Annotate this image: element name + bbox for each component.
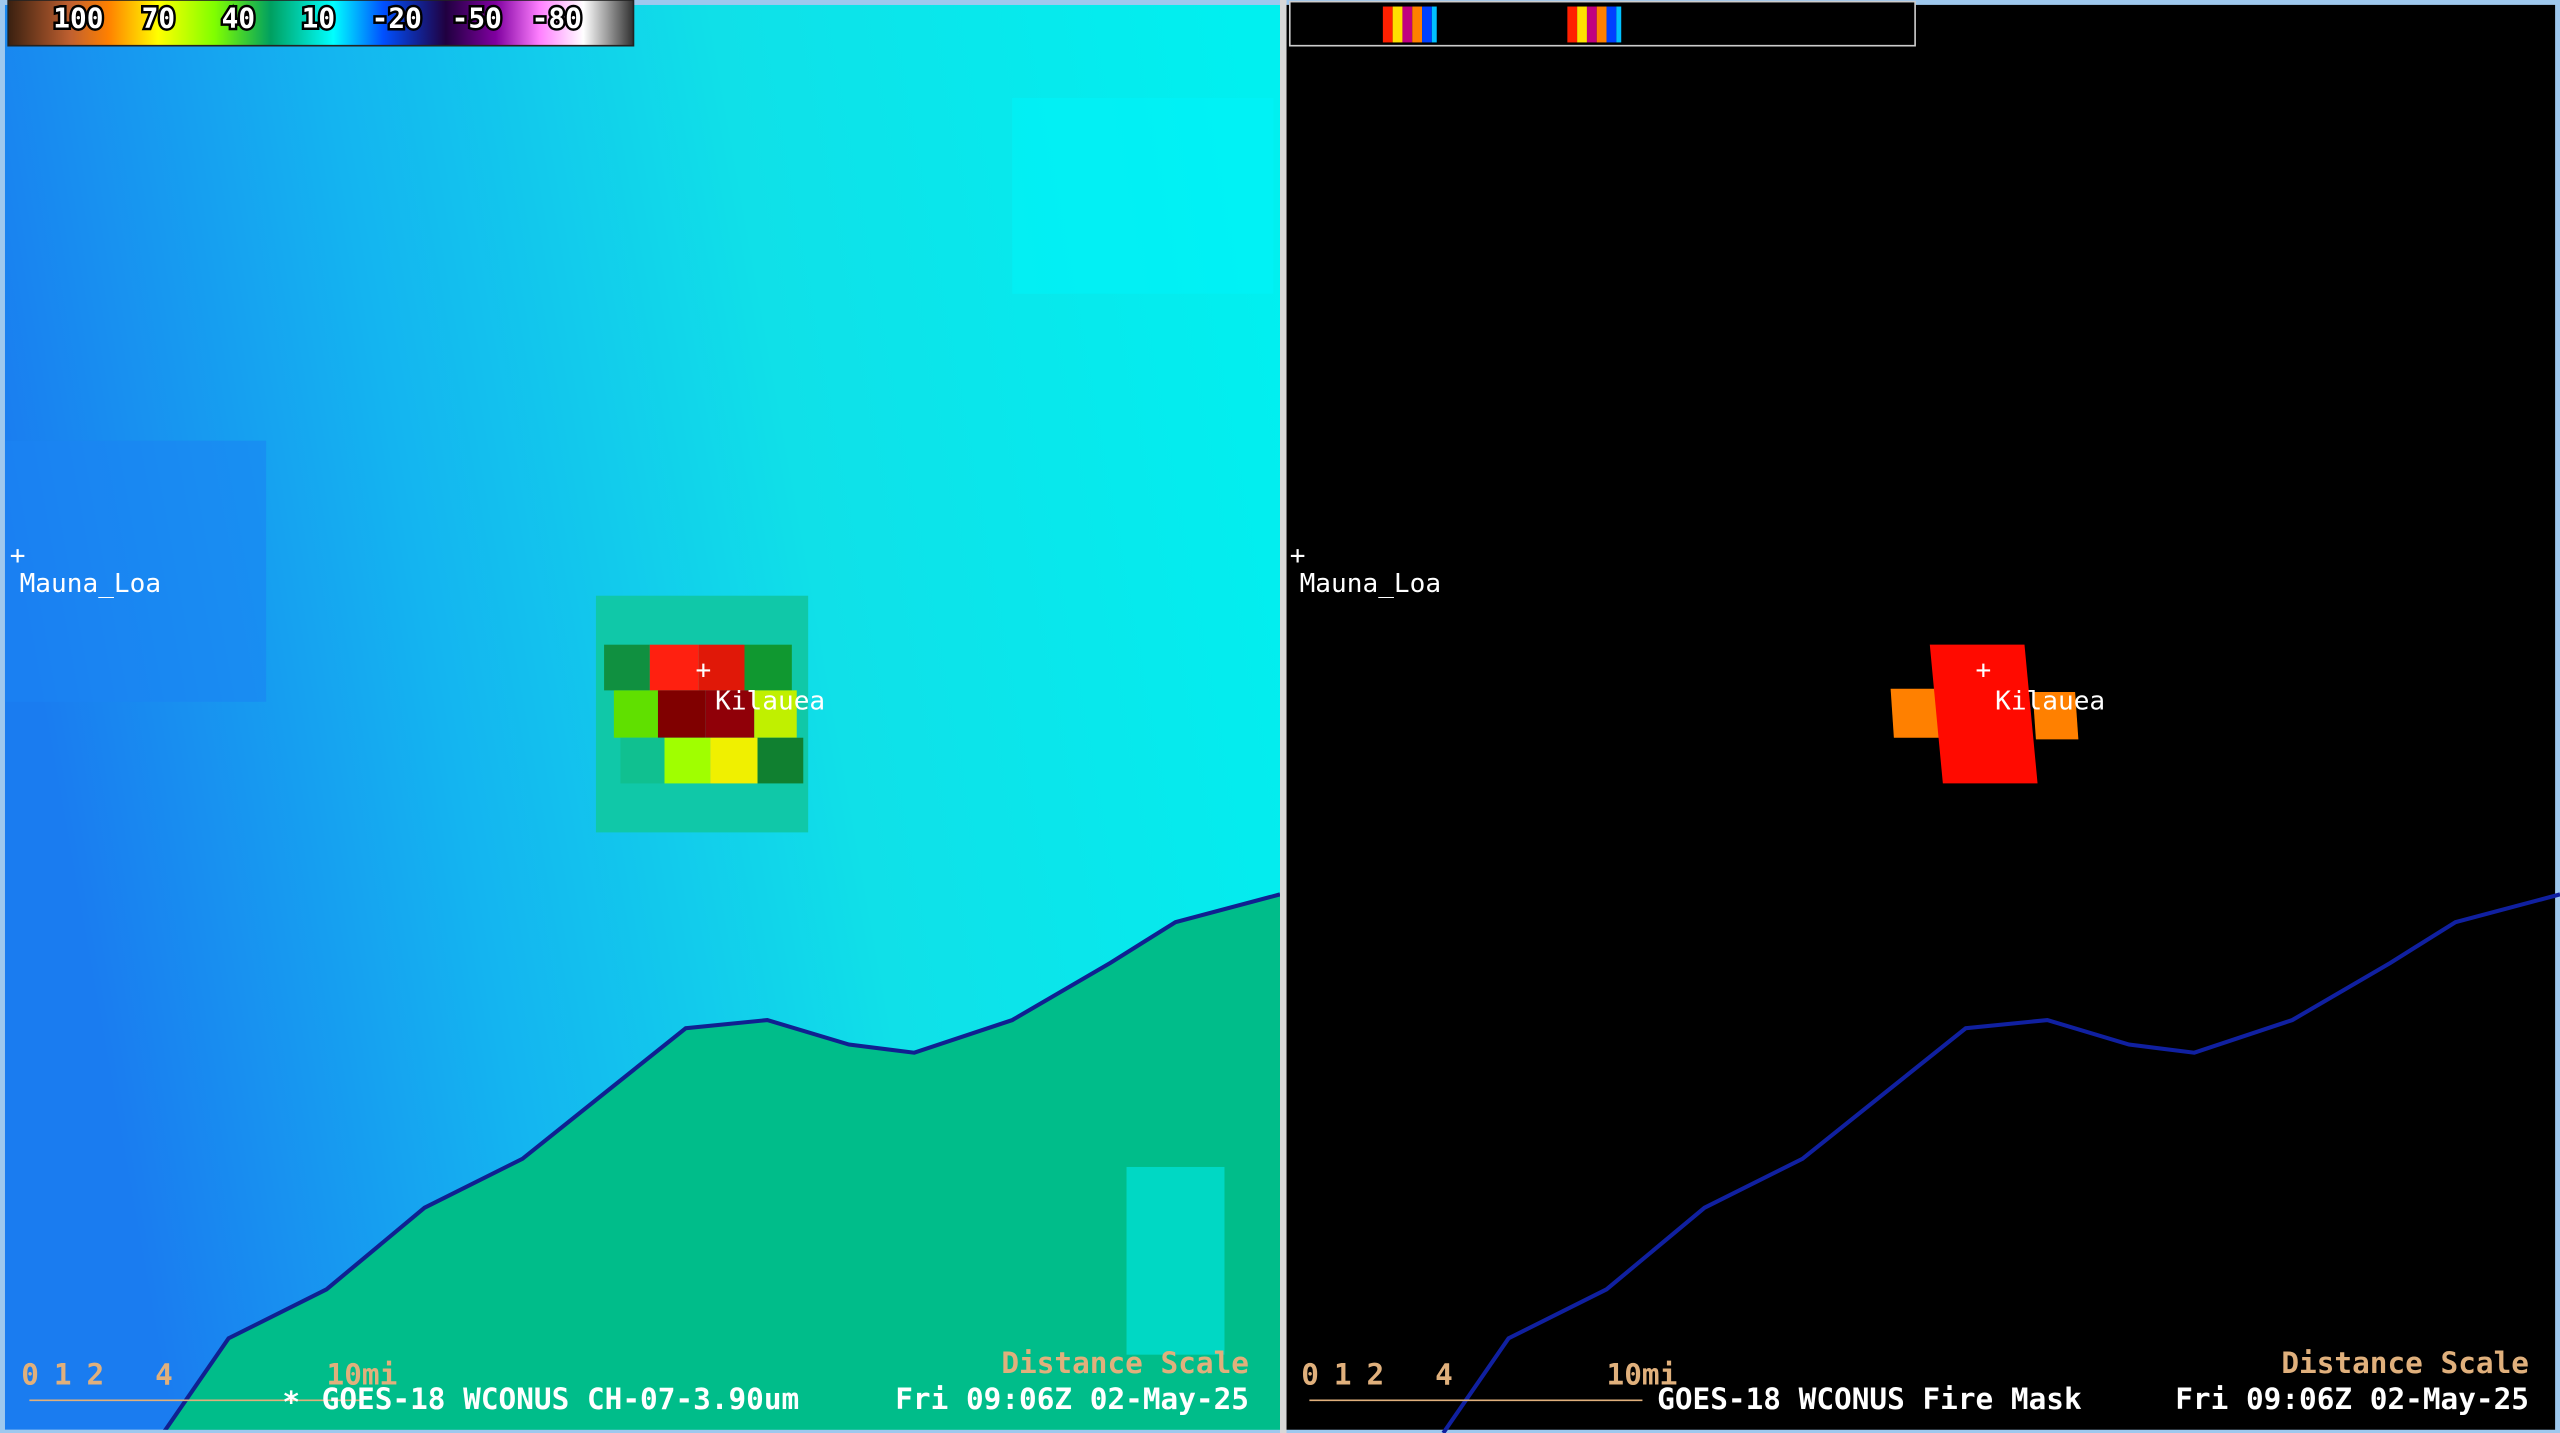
right-labels: + Mauna_Loa + Kilauea 0 1 2 4 10mi Dista… (1290, 541, 2529, 1416)
label: Kilauea (1995, 686, 2105, 716)
ir-image-part (698, 644, 745, 691)
label: Mauna_Loa (20, 569, 162, 599)
fire-mask-image-part (1606, 6, 1617, 43)
ir-image-part (664, 737, 711, 784)
colorbar: 100 70 40 10 -20 -50 -80 (7, 0, 635, 47)
fire-mask-image-part (1392, 6, 1403, 43)
fire-mask-image-part (1402, 6, 1413, 43)
fire-mask-image-part (1441, 892, 2560, 1433)
label: 10 (302, 2, 335, 35)
label: 100 (53, 2, 103, 35)
ir-image-part (649, 644, 699, 691)
label: Kilauea (715, 686, 825, 716)
label: -50 (452, 2, 502, 35)
fire-mask-image-part (1577, 6, 1587, 43)
label: Distance Scale (2281, 1346, 2529, 1380)
fire-mask-image-part (1431, 6, 1437, 43)
ir-image-part (705, 690, 755, 738)
fire-mask-image-part (1596, 6, 1607, 43)
label: -80 (532, 2, 582, 35)
fire-mask-image (1286, 0, 2560, 1433)
label: Fri 09:06Z 02-May-25 (895, 1382, 1249, 1416)
label: -20 (372, 2, 422, 35)
label: 1 (1334, 1357, 1352, 1391)
ir-image-part (710, 737, 758, 784)
label: + (10, 541, 26, 571)
fire-mask-image-part (1929, 644, 2038, 784)
label: + (1976, 655, 1992, 685)
fire-mask-image-part (1890, 688, 1943, 738)
ir-image-part (165, 894, 1280, 1430)
label: 40 (222, 2, 255, 35)
ir-image-part (4, 440, 267, 702)
label: 0 (21, 1357, 39, 1391)
ir-image (4, 4, 1280, 1430)
fire-mask-image-part (1616, 6, 1622, 43)
divider (1280, 0, 1287, 1433)
left-labels: + Mauna_Loa + Kilauea 0 1 2 4 10mi Dista… (10, 541, 1249, 1419)
fire-mask-image-part (1412, 6, 1423, 43)
label: 1 (54, 1357, 72, 1391)
label: + (696, 655, 712, 685)
ir-image-part (163, 892, 1280, 1430)
fire-mask-image-part (1382, 6, 1393, 43)
fire-mask-image-part (2032, 692, 2079, 740)
ir-image-part (620, 737, 665, 784)
label: 0 (1301, 1357, 1319, 1391)
ir-image-part (657, 690, 706, 738)
ir-image-part (754, 690, 797, 738)
label: Fri 09:06Z 02-May-25 (2175, 1382, 2529, 1416)
label: 4 (155, 1357, 173, 1391)
label: Distance Scale (1001, 1346, 1249, 1380)
label: 70 (142, 2, 175, 35)
label: + (1290, 541, 1306, 571)
label: GOES-18 WCONUS Fire Mask (1657, 1382, 2082, 1416)
label: 10mi (327, 1357, 398, 1391)
ir-image-part (604, 644, 650, 691)
ir-image-part (613, 690, 658, 738)
colorbar-part (7, 0, 635, 47)
label: 2 (1367, 1357, 1385, 1391)
label: 10mi (1607, 1357, 1678, 1391)
label: * (282, 1385, 300, 1419)
label: GOES-18 WCONUS CH-07-3.90um (322, 1382, 800, 1416)
ir-image-part (1126, 1166, 1225, 1355)
label: 4 (1435, 1357, 1453, 1391)
fire-mask-image-part (1586, 6, 1597, 43)
label: Mauna_Loa (1300, 569, 1442, 599)
fire-mask-image-part (1567, 6, 1578, 43)
ir-image-part (744, 644, 792, 691)
fire-mask-image-part (1422, 6, 1432, 43)
ir-image-part (757, 737, 804, 784)
ir-image-part (1012, 97, 1274, 294)
label: 2 (87, 1357, 105, 1391)
